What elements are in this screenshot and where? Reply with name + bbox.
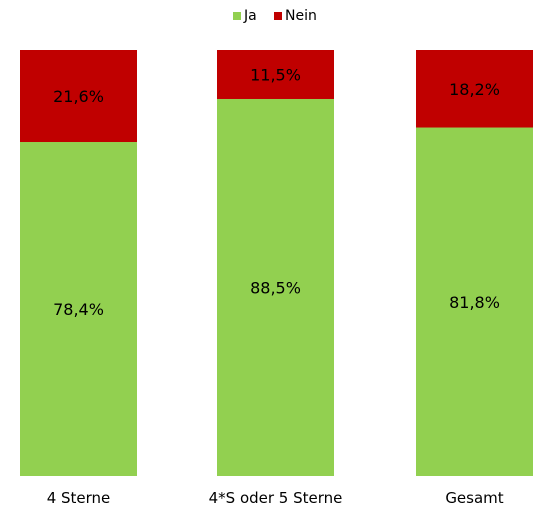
- legend-label-ja: Ja: [243, 8, 257, 24]
- category-label-gesamt: Gesamt: [445, 489, 503, 507]
- category-label-4-s-oder-5-sterne: 4*S oder 5 Sterne: [209, 489, 343, 507]
- data-label-ja-4-sterne: 78,4%: [53, 300, 104, 319]
- data-label-nein-gesamt: 18,2%: [449, 80, 500, 99]
- bar-ja-4-sterne: [20, 142, 137, 477]
- legend-label-nein: Nein: [285, 8, 317, 24]
- category-label-4-sterne: 4 Sterne: [47, 489, 111, 507]
- data-label-ja-4-s-oder-5-sterne: 88,5%: [250, 278, 301, 297]
- bar-ja-4-s-oder-5-sterne: [217, 98, 334, 477]
- bar-nein-4-s-oder-5-sterne: [217, 50, 334, 99]
- data-label-nein-4-s-oder-5-sterne: 11,5%: [250, 65, 301, 84]
- data-label-nein-4-sterne: 21,6%: [53, 87, 104, 106]
- bar-ja-gesamt: [416, 127, 533, 477]
- legend-swatch-nein: [274, 12, 282, 20]
- legend-swatch-ja: [233, 12, 241, 20]
- data-label-ja-gesamt: 81,8%: [449, 293, 500, 312]
- bar-nein-4-sterne: [20, 50, 137, 143]
- bar-nein-gesamt: [416, 50, 533, 128]
